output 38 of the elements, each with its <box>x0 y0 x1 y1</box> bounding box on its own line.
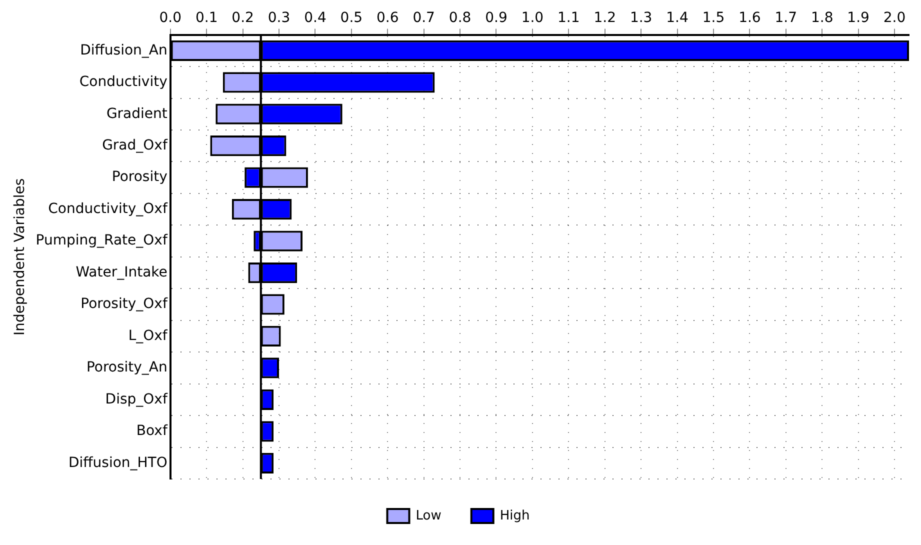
y-tick-label: Porosity <box>112 169 168 186</box>
x-tick-label: 1.7 <box>774 10 798 26</box>
x-tick-label: 1.1 <box>558 10 580 26</box>
x-tick-label: 1.4 <box>666 10 688 26</box>
y-tick-label: Diffusion_HTO <box>68 454 168 471</box>
x-tick-label: 0.0 <box>159 10 182 26</box>
x-tick-label: 0.4 <box>304 10 326 26</box>
y-tick-label: Water_Intake <box>76 264 168 280</box>
y-tick-label: L_Oxf <box>128 328 168 344</box>
x-tick-label: 0.6 <box>376 10 399 26</box>
x-tick-label: 2.0 <box>883 10 906 26</box>
y-tick-label: Diffusion_An <box>80 42 168 58</box>
x-tick-label: 0.3 <box>268 10 290 26</box>
x-tick-label: 0.7 <box>412 10 435 26</box>
y-tick-label: Pumping_Rate_Oxf <box>36 232 168 249</box>
legend-label: Low <box>416 508 442 524</box>
x-tick-label: 0.8 <box>448 10 472 26</box>
x-tick-label: 0.9 <box>485 10 508 26</box>
y-tick-label: Conductivity <box>79 74 168 90</box>
x-tick-label: 1.2 <box>594 10 616 26</box>
x-tick-label: 0.5 <box>340 10 363 26</box>
x-tick-label: 1.8 <box>810 10 834 26</box>
x-tick-label: 1.6 <box>738 10 761 26</box>
y-tick-label: Gradient <box>106 106 168 122</box>
y-axis-title: Independent Variables <box>12 178 28 336</box>
x-tick-label: 0.2 <box>232 10 254 26</box>
x-tick-label: 1.0 <box>521 10 544 26</box>
x-tick-label: 1.3 <box>630 10 652 26</box>
x-tick-label: 1.5 <box>702 10 725 26</box>
x-tick-label: 1.9 <box>847 10 870 26</box>
y-tick-label: Porosity_Oxf <box>80 296 168 312</box>
y-tick-label: Disp_Oxf <box>105 391 168 408</box>
y-tick-label: Porosity_An <box>86 360 168 376</box>
legend-label: High <box>500 508 530 524</box>
y-tick-label: Boxf <box>136 423 168 440</box>
x-tick-label: 0.1 <box>195 10 218 26</box>
y-tick-label: Grad_Oxf <box>102 137 168 154</box>
y-tick-label: Conductivity_Oxf <box>48 200 168 217</box>
